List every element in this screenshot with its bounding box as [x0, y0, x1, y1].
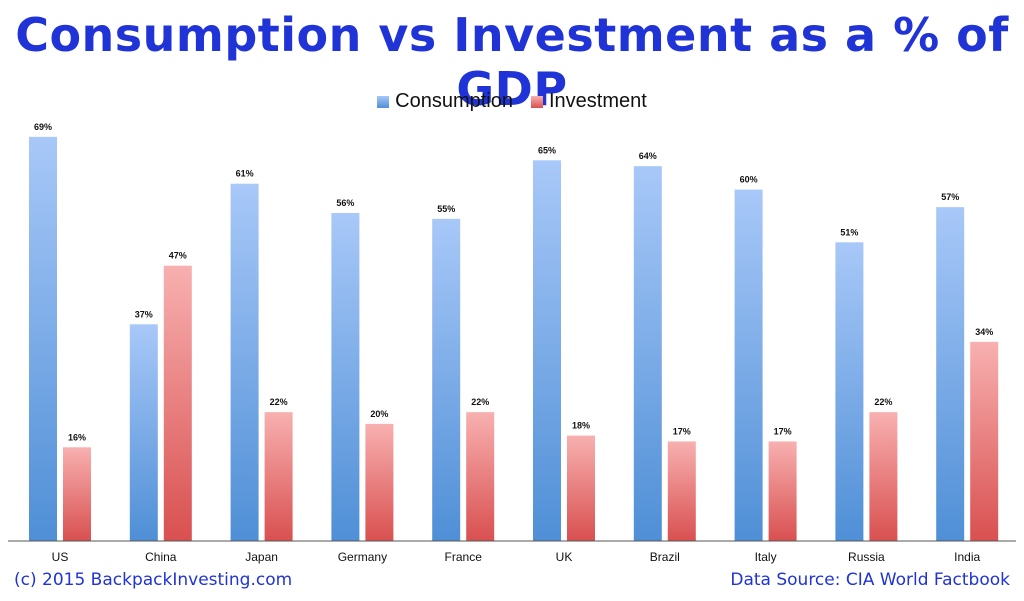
- bar-consumption-india: [936, 207, 965, 541]
- bar-consumption-brazil: [633, 166, 662, 541]
- bar-investment-germany: [365, 423, 394, 541]
- data-label-consumption-japan: 61%: [236, 169, 254, 179]
- bar-investment-uk: [567, 435, 595, 541]
- bar-investment-brazil: [667, 441, 696, 541]
- bar-consumption-japan: [230, 183, 259, 541]
- bar-investment-us: [63, 447, 91, 541]
- x-tick-label-germany: Germany: [338, 550, 387, 564]
- data-label-investment-us: 16%: [68, 432, 86, 442]
- legend-item-consumption: Consumption: [377, 90, 513, 113]
- x-tick-label-brazil: Brazil: [650, 550, 680, 564]
- bar-investment-france: [466, 412, 495, 541]
- bar-consumption-uk: [533, 160, 561, 542]
- x-tick-label-india: India: [954, 550, 980, 564]
- bar-investment-italy: [768, 441, 797, 541]
- footer-source: Data Source: CIA World Factbook: [730, 570, 1010, 590]
- data-label-consumption-italy: 60%: [740, 175, 758, 185]
- bar-investment-russia: [869, 412, 898, 541]
- bars-group: 69% 16% 37% 47% 61% 22% 56% 20% 55% 22% 65% 18% 64% 1…: [29, 122, 999, 542]
- data-label-consumption-germany: 56%: [336, 198, 354, 208]
- legend-swatch-consumption: [377, 95, 390, 108]
- bar-consumption-china: [129, 324, 158, 541]
- x-tick-label-russia: Russia: [848, 550, 885, 564]
- data-label-consumption-china: 37%: [135, 309, 153, 319]
- x-tick-label-italy: Italy: [755, 550, 777, 564]
- x-tick-label-japan: Japan: [245, 550, 278, 564]
- x-tick-label-france: France: [445, 550, 483, 564]
- data-label-investment-italy: 17%: [774, 426, 792, 436]
- legend: Consumption Investment: [0, 90, 1024, 113]
- legend-swatch-investment: [531, 95, 543, 108]
- data-label-consumption-russia: 51%: [840, 227, 858, 237]
- data-label-investment-india: 34%: [975, 327, 993, 337]
- data-label-investment-russia: 22%: [874, 397, 892, 407]
- bar-investment-china: [163, 265, 192, 541]
- x-tick-label-uk: UK: [556, 550, 573, 564]
- bar-consumption-france: [432, 218, 461, 541]
- data-label-investment-germany: 20%: [370, 409, 388, 419]
- chart-title: Consumption vs Investment as a % of GDP: [15, 8, 1009, 116]
- bar-consumption-italy: [734, 189, 763, 542]
- bar-investment-japan: [264, 412, 293, 541]
- data-label-consumption-india: 57%: [941, 192, 959, 202]
- footer-copyright: (c) 2015 BackpackInvesting.com: [14, 570, 293, 590]
- bar-consumption-russia: [835, 242, 864, 542]
- data-label-consumption-france: 55%: [437, 204, 455, 214]
- data-label-investment-brazil: 17%: [673, 426, 691, 436]
- data-label-consumption-brazil: 64%: [639, 151, 657, 161]
- bar-investment-india: [970, 341, 999, 541]
- legend-label-investment: Investment: [549, 90, 647, 112]
- data-label-investment-china: 47%: [169, 251, 187, 261]
- bar-consumption-us: [29, 136, 57, 541]
- x-tick-labels: US China Japan Germany France UK Brazil Italy Ru…: [52, 550, 981, 564]
- data-label-consumption-uk: 65%: [538, 145, 556, 155]
- legend-label-consumption: Consumption: [395, 90, 513, 112]
- legend-item-investment: Investment: [531, 90, 647, 113]
- data-label-consumption-us: 69%: [34, 122, 52, 132]
- data-label-investment-japan: 22%: [270, 397, 288, 407]
- bar-consumption-germany: [331, 213, 360, 541]
- data-label-investment-france: 22%: [471, 397, 489, 407]
- x-tick-label-us: US: [52, 550, 69, 564]
- x-tick-label-china: China: [145, 550, 177, 564]
- data-label-investment-uk: 18%: [572, 421, 590, 431]
